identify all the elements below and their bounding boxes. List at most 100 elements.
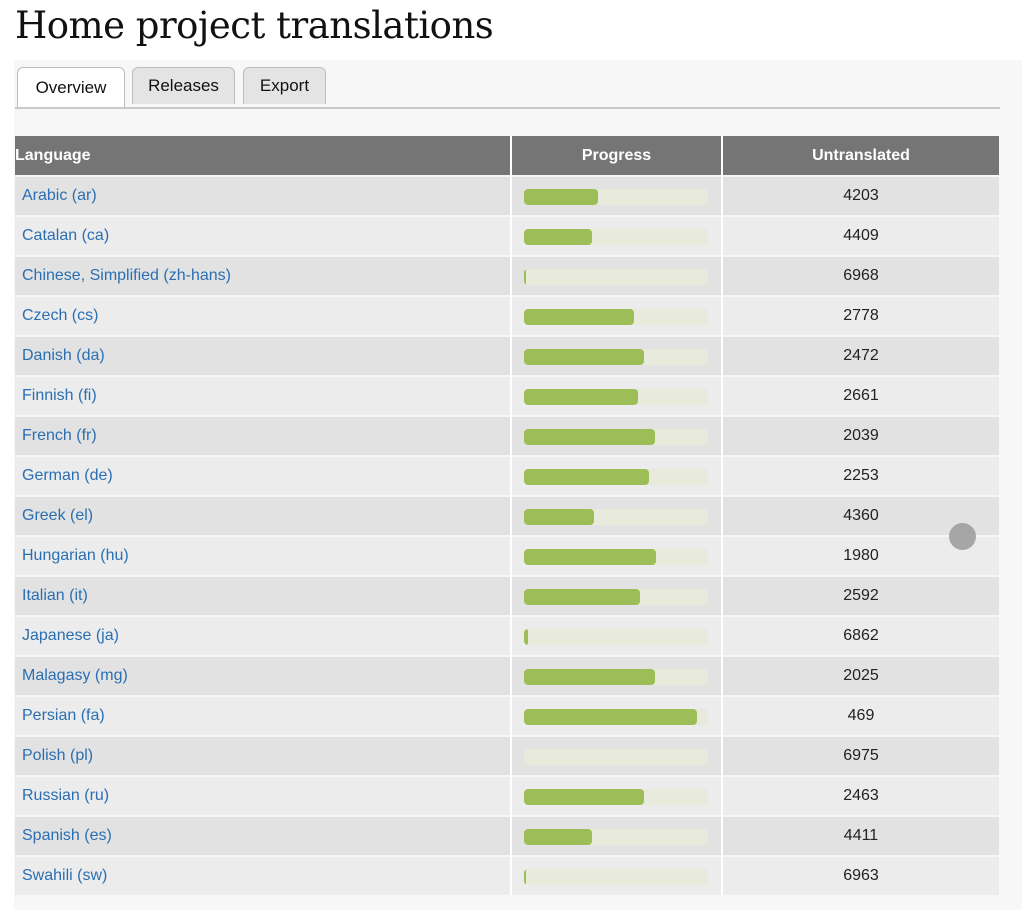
tab-export[interactable]: Export [243,67,326,104]
table-row: Polish (pl) 6975 [15,735,999,776]
language-link[interactable]: Russian (ru) [22,787,110,804]
progress-cell [511,495,723,536]
column-header-untranslated[interactable]: Untranslated [722,136,999,176]
progress-bar [524,869,708,885]
progress-bar-fill [524,429,655,445]
language-cell: Polish (pl) [15,735,512,776]
progress-cell [511,575,723,616]
progress-bar-fill [524,669,655,685]
language-link[interactable]: German (de) [22,467,113,484]
progress-bar-fill [524,829,593,845]
untranslated-count: 2039 [722,415,999,456]
progress-cell [511,775,723,816]
progress-cell [511,695,723,736]
table-body: Arabic (ar) 4203 Catalan (ca) 4409 Chinese, … [15,175,999,895]
language-link[interactable]: Catalan (ca) [22,227,110,244]
language-link[interactable]: Finnish (fi) [22,387,97,404]
tab-releases[interactable]: Releases [132,67,235,104]
language-cell: Italian (it) [15,575,512,616]
untranslated-count: 2661 [722,375,999,416]
language-cell: Czech (cs) [15,295,512,336]
table-row: French (fr) 2039 [15,415,999,456]
progress-bar [524,829,708,845]
tab-bar: Overview Releases Export [15,67,1000,109]
progress-bar [524,629,708,645]
progress-bar [524,189,708,205]
language-link[interactable]: Chinese, Simplified (zh-hans) [22,267,231,284]
progress-bar-fill [524,709,697,725]
language-link[interactable]: Czech (cs) [22,307,99,324]
language-link[interactable]: Hungarian (hu) [22,547,129,564]
progress-bar-fill [524,229,593,245]
table-row: Danish (da) 2472 [15,335,999,376]
progress-bar-fill [524,309,635,325]
progress-bar [524,749,708,765]
language-link[interactable]: Persian (fa) [22,707,105,724]
progress-cell [511,655,723,696]
table-row: Italian (it) 2592 [15,575,999,616]
language-link[interactable]: Japanese (ja) [22,627,119,644]
language-link[interactable]: Greek (el) [22,507,94,524]
table-header-row: Language Progress Untranslated [15,136,999,176]
untranslated-count: 469 [722,695,999,736]
table-row: Catalan (ca) 4409 [15,215,999,256]
progress-bar-fill [524,869,526,885]
language-cell: Finnish (fi) [15,375,512,416]
tab-overview[interactable]: Overview [17,67,125,107]
language-link[interactable]: French (fr) [22,427,97,444]
progress-cell [511,375,723,416]
language-link[interactable]: Malagasy (mg) [22,667,128,684]
language-cell: Persian (fa) [15,695,512,736]
progress-bar [524,549,708,565]
language-cell: Arabic (ar) [15,175,512,216]
language-cell: Catalan (ca) [15,215,512,256]
progress-bar [524,709,708,725]
progress-cell [511,335,723,376]
untranslated-count: 2025 [722,655,999,696]
language-cell: Danish (da) [15,335,512,376]
language-link[interactable]: Polish (pl) [22,747,94,764]
progress-bar-fill [524,389,639,405]
language-cell: Russian (ru) [15,775,512,816]
language-cell: Hungarian (hu) [15,535,512,576]
untranslated-count: 6862 [722,615,999,656]
progress-bar [524,229,708,245]
progress-cell [511,735,723,776]
untranslated-count: 4411 [722,815,999,856]
table-row: Czech (cs) 2778 [15,295,999,336]
table-row: Spanish (es) 4411 [15,815,999,856]
untranslated-count: 4203 [722,175,999,216]
language-cell: French (fr) [15,415,512,456]
language-cell: Chinese, Simplified (zh-hans) [15,255,512,296]
language-link[interactable]: Danish (da) [22,347,105,364]
progress-cell [511,255,723,296]
untranslated-count: 2472 [722,335,999,376]
progress-bar [524,389,708,405]
progress-bar-fill [524,589,640,605]
language-link[interactable]: Spanish (es) [22,827,112,844]
progress-bar-fill [524,629,528,645]
table-row: Russian (ru) 2463 [15,775,999,816]
column-header-language[interactable]: Language [15,136,512,176]
progress-cell [511,455,723,496]
language-cell: Greek (el) [15,495,512,536]
column-header-progress[interactable]: Progress [511,136,723,176]
untranslated-count: 2778 [722,295,999,336]
progress-bar [524,269,708,285]
language-link[interactable]: Italian (it) [22,587,88,604]
language-link[interactable]: Swahili (sw) [22,867,108,884]
translations-table: Language Progress Untranslated Arabic (a… [15,136,999,895]
language-link[interactable]: Arabic (ar) [22,187,97,204]
table-row: Swahili (sw) 6963 [15,855,999,895]
language-cell: Malagasy (mg) [15,655,512,696]
language-cell: German (de) [15,455,512,496]
table-row: Japanese (ja) 6862 [15,615,999,656]
progress-bar [524,589,708,605]
progress-cell [511,815,723,856]
table-row: Finnish (fi) 2661 [15,375,999,416]
progress-bar [524,509,708,525]
untranslated-count: 6975 [722,735,999,776]
progress-bar-fill [524,789,644,805]
table-row: Hungarian (hu) 1980 [15,535,999,576]
progress-bar [524,309,708,325]
